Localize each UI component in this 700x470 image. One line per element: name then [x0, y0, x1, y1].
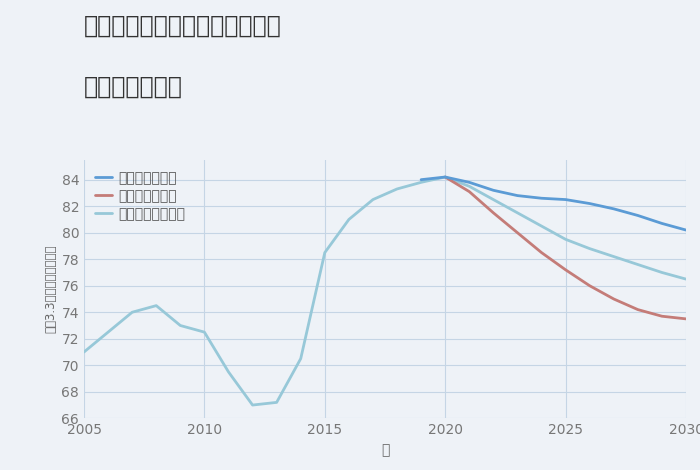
バッドシナリオ [489, 210, 498, 216]
ノーマルシナリオ [344, 217, 353, 222]
ノーマルシナリオ [489, 197, 498, 203]
Text: 愛知県名古屋市昭和区池端町の: 愛知県名古屋市昭和区池端町の [84, 14, 281, 38]
Line: バッドシナリオ: バッドシナリオ [445, 177, 686, 319]
バッドシナリオ [561, 267, 570, 273]
ノーマルシナリオ [634, 262, 642, 267]
グッドシナリオ [682, 227, 690, 233]
Text: 土地の価格推移: 土地の価格推移 [84, 75, 183, 99]
ノーマルシナリオ [393, 186, 401, 192]
バッドシナリオ [513, 230, 522, 235]
ノーマルシナリオ [682, 276, 690, 282]
ノーマルシナリオ [128, 309, 136, 315]
グッドシナリオ [417, 177, 426, 182]
ノーマルシナリオ [369, 197, 377, 203]
ノーマルシナリオ [224, 369, 232, 375]
ノーマルシナリオ [321, 250, 329, 255]
グッドシナリオ [513, 193, 522, 198]
Y-axis label: 坪（3.3㎡）単価（万円）: 坪（3.3㎡）単価（万円） [44, 245, 57, 333]
ノーマルシナリオ [272, 400, 281, 405]
ノーマルシナリオ [513, 210, 522, 216]
X-axis label: 年: 年 [381, 443, 389, 457]
ノーマルシナリオ [561, 236, 570, 242]
バッドシナリオ [538, 250, 546, 255]
グッドシナリオ [634, 212, 642, 218]
ノーマルシナリオ [585, 246, 594, 251]
ノーマルシナリオ [297, 356, 305, 361]
グッドシナリオ [465, 180, 473, 185]
ノーマルシナリオ [658, 270, 666, 275]
ノーマルシナリオ [248, 402, 257, 408]
Line: ノーマルシナリオ: ノーマルシナリオ [84, 177, 686, 405]
Legend: グッドシナリオ, バッドシナリオ, ノーマルシナリオ: グッドシナリオ, バッドシナリオ, ノーマルシナリオ [91, 167, 190, 226]
グッドシナリオ [538, 196, 546, 201]
グッドシナリオ [610, 206, 618, 212]
ノーマルシナリオ [200, 329, 209, 335]
ノーマルシナリオ [417, 180, 426, 185]
グッドシナリオ [658, 220, 666, 226]
バッドシナリオ [634, 307, 642, 313]
ノーマルシナリオ [538, 223, 546, 229]
グッドシナリオ [561, 197, 570, 203]
ノーマルシナリオ [80, 349, 88, 355]
ノーマルシナリオ [441, 174, 449, 180]
ノーマルシナリオ [465, 183, 473, 189]
グッドシナリオ [441, 174, 449, 180]
ノーマルシナリオ [610, 254, 618, 259]
ノーマルシナリオ [176, 323, 185, 329]
バッドシナリオ [682, 316, 690, 321]
バッドシナリオ [441, 174, 449, 180]
バッドシナリオ [658, 313, 666, 319]
バッドシナリオ [585, 283, 594, 289]
グッドシナリオ [489, 188, 498, 193]
Line: グッドシナリオ: グッドシナリオ [421, 177, 686, 230]
バッドシナリオ [465, 189, 473, 195]
バッドシナリオ [610, 296, 618, 302]
グッドシナリオ [585, 201, 594, 206]
ノーマルシナリオ [104, 329, 112, 335]
ノーマルシナリオ [152, 303, 160, 308]
